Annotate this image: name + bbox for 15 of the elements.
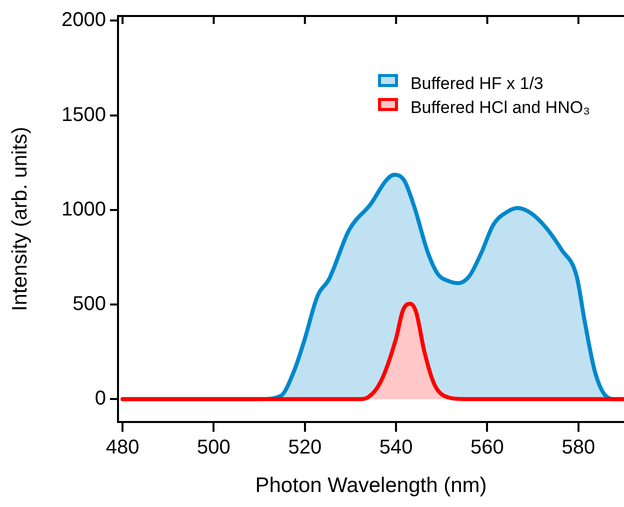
x-tick-label: 540 — [379, 436, 413, 458]
legend-label: Buffered HF x 1/3 — [410, 74, 544, 93]
y-tick-label: 500 — [72, 293, 106, 316]
y-tick-label: 1500 — [62, 104, 106, 126]
x-tick-label: 560 — [470, 436, 504, 458]
y-axis-title: Intensity (arb. units) — [8, 126, 32, 312]
x-tick-label: 500 — [197, 436, 230, 458]
y-tick-label: 2000 — [62, 9, 106, 32]
y-tick-label: 1000 — [62, 198, 106, 220]
x-tick-label: 520 — [288, 436, 322, 458]
x-tick-label: 480 — [106, 436, 140, 458]
x-axis-title: Photon Wavelength (nm) — [255, 474, 487, 498]
x-tick-label: 580 — [562, 436, 596, 458]
y-tick-label: 0 — [94, 388, 106, 410]
legend-label: Buffered HCl and HNO₃ — [410, 98, 590, 117]
